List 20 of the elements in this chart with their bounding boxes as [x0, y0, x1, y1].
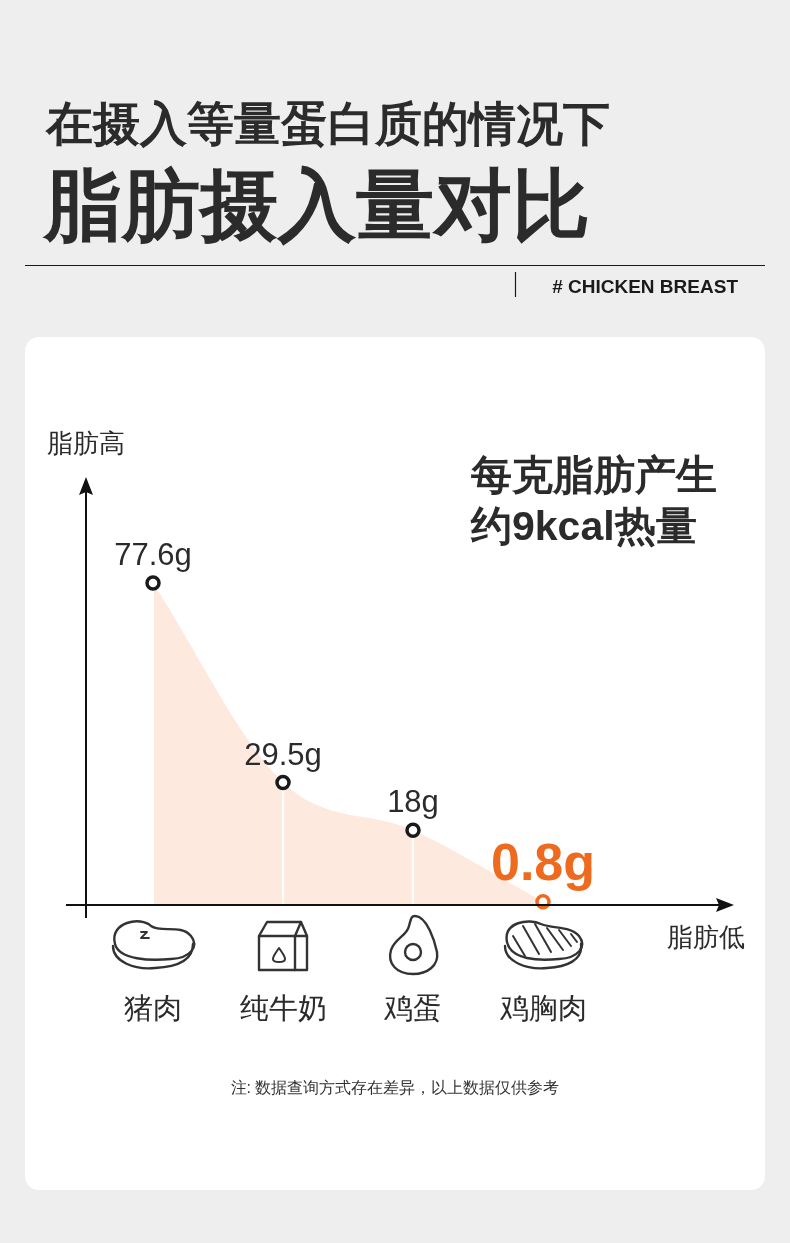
x-tick-label: 鸡胸肉 — [498, 992, 587, 1024]
text: # CHICKEN BREAST — [552, 276, 739, 297]
data-label: 18g — [387, 784, 439, 820]
x-tick-label: 纯牛奶 — [239, 992, 327, 1024]
data-label: 29.5g — [244, 736, 322, 772]
y-axis-title: 脂肪高 — [47, 428, 125, 458]
x-axis-title: 脂肪低 — [667, 922, 745, 952]
point — [535, 893, 551, 910]
x-tick-label: 鸡蛋 — [383, 992, 442, 1024]
data-label: 0.8g — [490, 832, 596, 891]
point — [145, 575, 161, 591]
annotation: 每克脂肪产生 — [470, 452, 717, 498]
x-tick-label: 猪肉 — [124, 992, 182, 1024]
data-label: 77.6g — [114, 536, 192, 572]
text: 注: 数据查询方式存在差异，以上数据仅供参考 — [230, 1079, 560, 1096]
point — [405, 822, 421, 839]
chart-subtitle: 在摄入等量蛋白质的情况下 — [45, 97, 610, 150]
point — [275, 774, 291, 791]
annotation: 约9kcal热量 — [470, 503, 697, 549]
chart-title: 脂肪摄入量对比 — [42, 161, 590, 249]
